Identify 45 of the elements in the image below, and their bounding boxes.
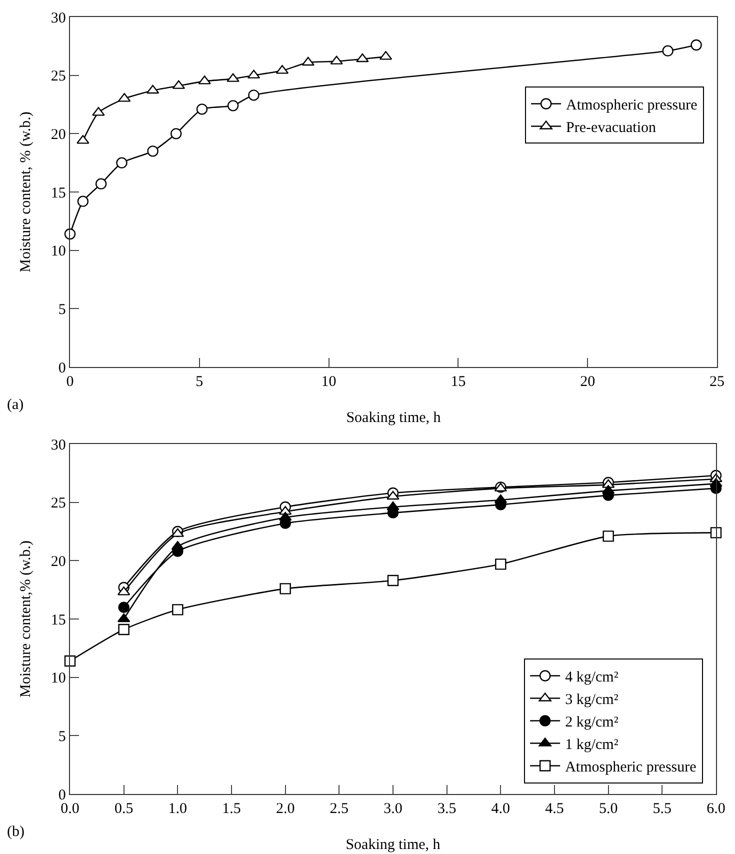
x-tick-label: 6.0 — [706, 801, 726, 818]
y-tick-label: 25 — [50, 68, 66, 85]
x-tick-label: 5 — [196, 374, 204, 390]
x-tick-label: 5.5 — [652, 801, 672, 818]
y-tick-label: 30 — [50, 10, 66, 26]
legend-label: Atmospheric pressure — [566, 98, 698, 114]
y-tick-label: 15 — [50, 612, 66, 628]
x-tick-label: 4.5 — [545, 801, 564, 818]
y-tick-label: 5 — [58, 728, 66, 745]
x-tick-label: 25 — [710, 374, 724, 390]
x-axis-title: Soaking time, h — [346, 410, 442, 426]
y-tick-label: 30 — [50, 437, 66, 454]
x-tick-label: 2.5 — [330, 801, 349, 818]
x-tick-label: 1.0 — [168, 801, 188, 818]
y-tick-label: 20 — [50, 126, 66, 143]
legend-label: 3 kg/cm² — [565, 692, 619, 708]
y-tick-label: 15 — [50, 185, 66, 202]
x-axis-title: Soaking time, h — [346, 837, 441, 854]
x-tick-label: 2.0 — [276, 801, 295, 818]
y-tick-label: 10 — [50, 244, 66, 260]
y-tick-label: 0 — [58, 787, 66, 804]
x-tick-label: 10 — [321, 374, 336, 390]
x-tick-label: 15 — [450, 374, 466, 390]
y-axis-title: Moisture content,% (w.b.) — [18, 540, 34, 698]
legend-label: 2 kg/cm² — [565, 714, 619, 731]
y-tick-label: 5 — [58, 302, 66, 318]
y-tick-label: 25 — [50, 496, 66, 512]
text: (b) — [7, 824, 24, 840]
x-tick-label: 3.0 — [384, 801, 402, 818]
x-tick-label: 20 — [580, 374, 596, 390]
legend-label: Pre-evacuation — [566, 120, 657, 136]
x-tick-label: 4.0 — [491, 801, 510, 818]
x-tick-label: 5.0 — [598, 801, 618, 818]
y-tick-label: 0 — [58, 360, 66, 376]
y-axis-title: Moisture content, % (w.b.) — [18, 112, 34, 272]
legend-label: Atmospheric pressure — [565, 760, 697, 776]
legend-label: 4 kg/cm² — [565, 670, 619, 686]
x-tick-label: 0.5 — [114, 801, 134, 818]
text: (a) — [7, 397, 24, 413]
x-tick-label: 3.5 — [437, 801, 456, 818]
x-tick-label: 0.0 — [60, 801, 80, 818]
y-tick-label: 20 — [50, 554, 66, 570]
y-tick-label: 10 — [50, 670, 66, 687]
legend-label: 1 kg/cm² — [565, 737, 619, 754]
x-tick-label: 1.5 — [222, 801, 241, 818]
